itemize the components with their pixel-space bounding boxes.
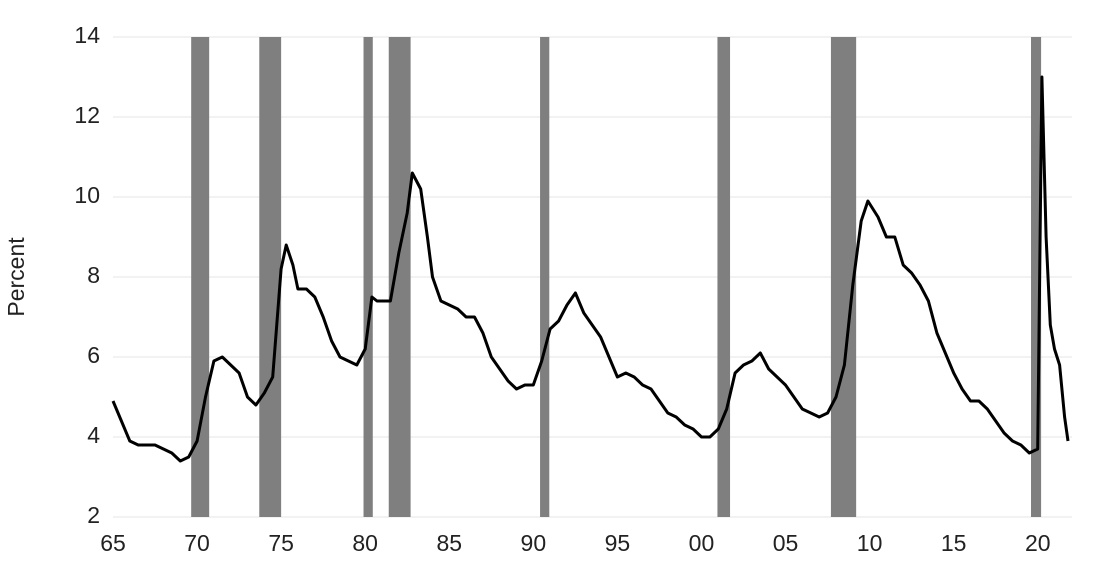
y-tick-label: 14 (74, 22, 100, 48)
x-tick-label: 85 (436, 530, 462, 556)
recession-band (540, 37, 550, 517)
recession-band (717, 37, 731, 517)
x-tick-label: 15 (941, 530, 967, 556)
recession-band (259, 37, 282, 517)
recession-band (830, 37, 857, 517)
recession-band (388, 37, 411, 517)
y-tick-label: 2 (87, 502, 100, 528)
x-tick-label: 95 (605, 530, 631, 556)
x-tick-label: 80 (352, 530, 378, 556)
x-tick-label: 75 (268, 530, 294, 556)
x-tick-label: 20 (1025, 530, 1051, 556)
x-tick-label: 00 (689, 530, 715, 556)
y-tick-label: 12 (74, 102, 100, 128)
x-tick-label: 65 (100, 530, 126, 556)
y-tick-label: 4 (87, 422, 100, 448)
y-axis-label: Percent (3, 237, 29, 317)
y-tick-label: 6 (87, 342, 100, 368)
y-tick-label: 8 (87, 262, 100, 288)
x-tick-label: 70 (184, 530, 210, 556)
recession-band (1031, 37, 1042, 517)
data-line (111, 75, 1070, 463)
y-tick-label: 10 (74, 182, 100, 208)
x-tick-label: 10 (857, 530, 883, 556)
recession-band (363, 37, 373, 517)
x-tick-label: 05 (773, 530, 799, 556)
x-tick-label: 90 (521, 530, 547, 556)
